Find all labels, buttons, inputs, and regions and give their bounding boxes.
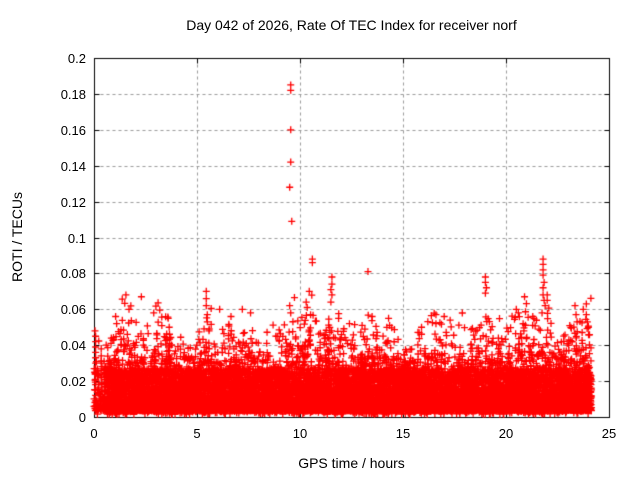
x-tick-label: 25 <box>601 426 617 441</box>
y-tick-label: 0.08 <box>60 266 86 282</box>
y-tick-label: 0.2 <box>67 51 86 66</box>
y-tick-label: 0.14 <box>60 158 86 174</box>
x-tick-label: 20 <box>498 426 514 441</box>
y-tick-label: 0.02 <box>60 374 86 390</box>
chart-title: Day 042 of 2026, Rate Of TEC Index for r… <box>186 17 517 33</box>
y-tick-label: 0.12 <box>60 194 86 210</box>
x-tick-label: 0 <box>90 426 98 441</box>
x-tick-label: 5 <box>193 426 201 441</box>
y-tick-label: 0.06 <box>60 302 86 318</box>
y-tick-label: 0 <box>78 410 86 425</box>
x-tick-label: 10 <box>292 426 308 441</box>
y-tick-label: 0.18 <box>60 86 86 102</box>
y-tick-label: 0.1 <box>67 230 86 246</box>
y-tick-label: 0.04 <box>60 338 86 354</box>
x-axis-label: GPS time / hours <box>298 455 405 471</box>
x-tick-label: 15 <box>395 426 411 441</box>
y-tick-label: 0.16 <box>60 122 86 138</box>
